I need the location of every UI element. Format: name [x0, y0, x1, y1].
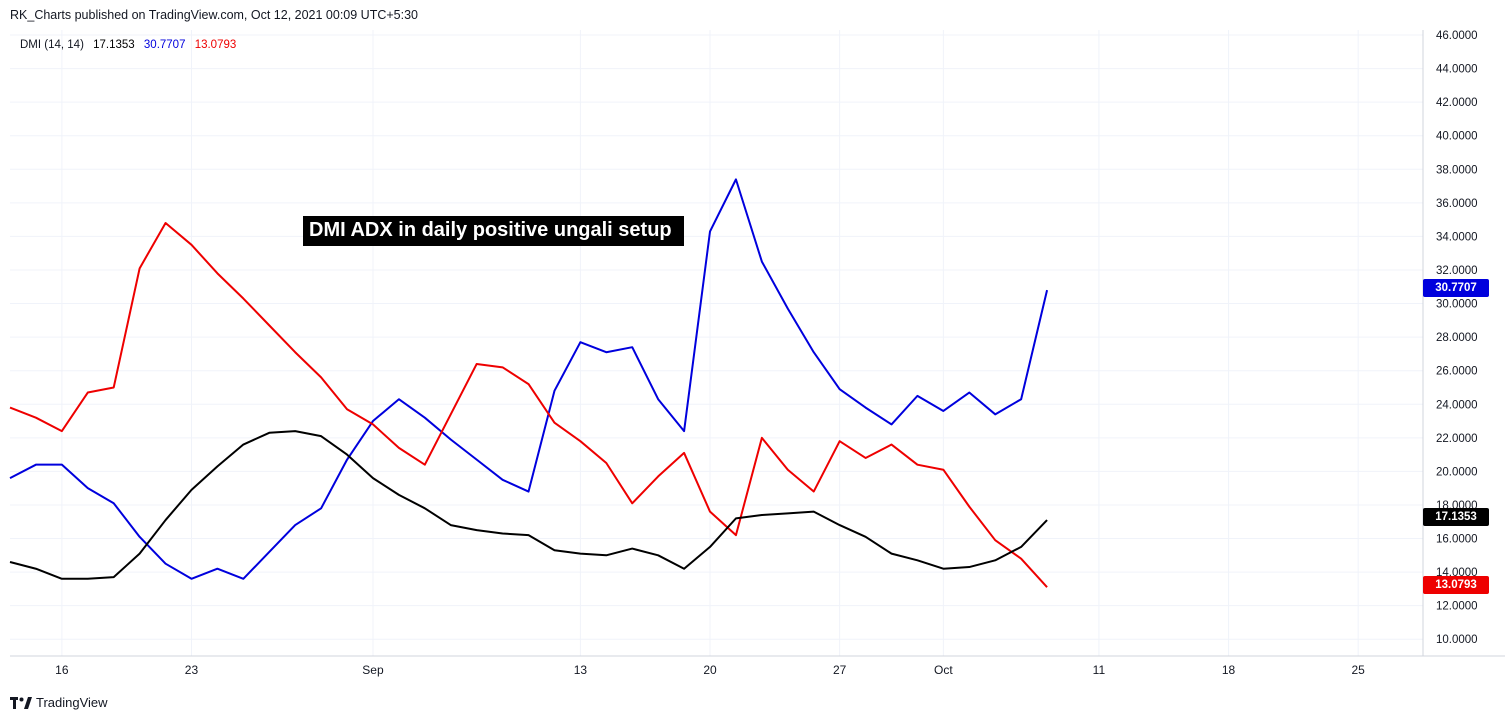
adx-price-label: 17.1353: [1423, 508, 1489, 526]
x-tick-label: 13: [574, 663, 588, 677]
plus-di-price-label: 30.7707: [1423, 279, 1489, 297]
y-tick-label: 28.0000: [1436, 332, 1478, 344]
y-tick-label: 42.0000: [1436, 97, 1478, 109]
y-tick-label: 10.0000: [1436, 634, 1478, 646]
y-tick-label: 24.0000: [1436, 399, 1478, 411]
footer-brand-label: TradingView: [36, 695, 108, 710]
x-tick-label: 11: [1093, 663, 1106, 677]
publisher-header: RK_Charts published on TradingView.com, …: [10, 8, 418, 22]
series-lines: [9, 178, 1049, 588]
series-line-adx: [9, 430, 1048, 580]
y-tick-label: 16.0000: [1436, 534, 1478, 546]
legend-minus-di-value: 13.0793: [194, 39, 237, 51]
y-tick-label: 22.0000: [1436, 433, 1478, 445]
x-tick-label: 20: [703, 663, 717, 677]
y-tick-label: 32.0000: [1436, 265, 1478, 277]
y-tick-label: 40.0000: [1436, 131, 1478, 143]
series-line-di: [9, 178, 1049, 580]
x-tick-label: 23: [185, 663, 199, 677]
x-tick-label: Oct: [934, 663, 953, 677]
chart-grid: [10, 30, 1423, 656]
x-tick-label: 16: [55, 663, 69, 677]
tradingview-logo-icon: [10, 696, 32, 709]
chart-annotation[interactable]: DMI ADX in daily positive ungali setup: [303, 216, 684, 246]
price-axis-ticks: 10.000012.000014.000016.000018.000020.00…: [1436, 30, 1478, 646]
minus-di-price-label: 13.0793: [1423, 576, 1489, 594]
x-tick-label: 18: [1222, 663, 1236, 677]
x-tick-label: Sep: [362, 663, 384, 677]
time-axis-ticks: 16 23 Sep 13 20 27 Oct 11 18 25: [55, 663, 1365, 677]
y-tick-label: 44.0000: [1436, 64, 1478, 76]
y-tick-label: 12.0000: [1436, 601, 1478, 613]
legend-adx-value: 17.1353: [93, 39, 135, 51]
y-tick-label: 30.0000: [1436, 299, 1478, 311]
y-tick-label: 36.0000: [1436, 198, 1478, 210]
legend-indicator-name: DMI (14, 14): [20, 39, 84, 51]
indicator-legend[interactable]: DMI (14, 14) 17.1353 30.7707 13.0793: [20, 39, 242, 51]
y-tick-label: 34.0000: [1436, 231, 1478, 243]
y-tick-label: 38.0000: [1436, 164, 1478, 176]
y-tick-label: 26.0000: [1436, 366, 1478, 378]
y-tick-label: 46.0000: [1436, 30, 1478, 42]
y-tick-label: 20.0000: [1436, 466, 1478, 478]
x-tick-label: 27: [833, 663, 847, 677]
tradingview-brand[interactable]: TradingView: [10, 695, 108, 710]
series-line-di: [9, 222, 1048, 588]
legend-plus-di-value: 30.7707: [143, 39, 186, 51]
x-tick-label: 25: [1352, 663, 1366, 677]
